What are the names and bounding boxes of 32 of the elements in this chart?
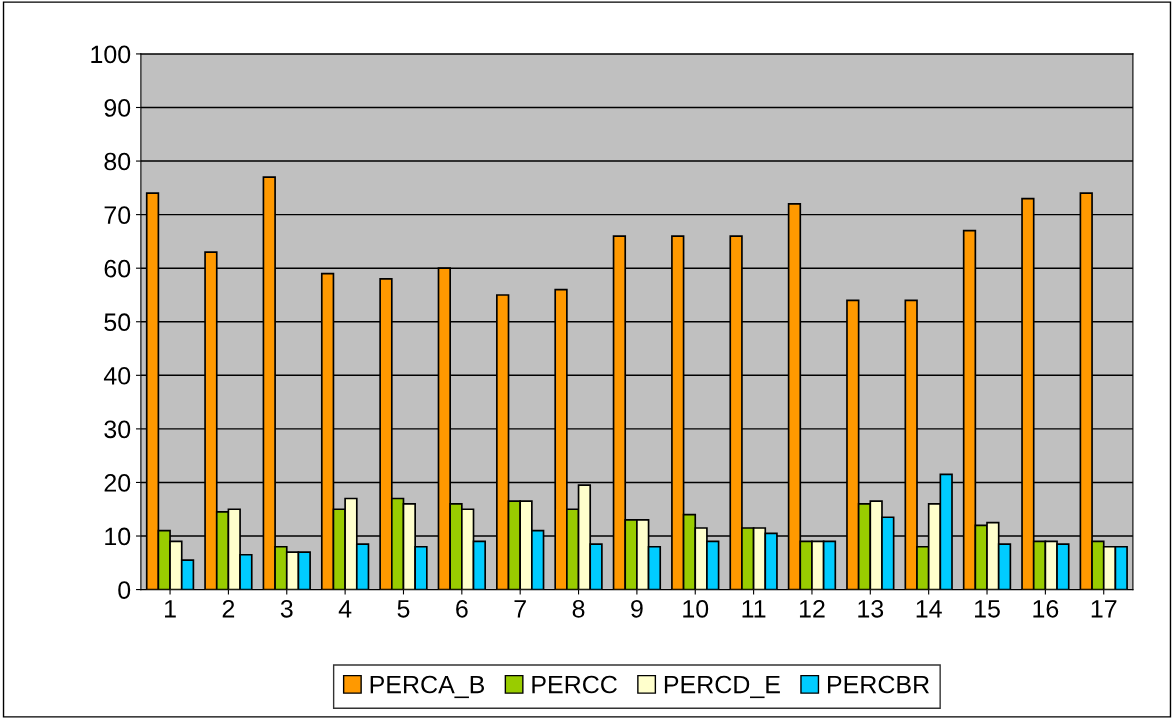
y-tick-label: 60 bbox=[104, 259, 131, 278]
y-tick-label: 10 bbox=[105, 527, 131, 546]
x-tick-label: 7 bbox=[514, 600, 526, 618]
y-tick-label: 80 bbox=[104, 152, 131, 171]
x-tick-label: 15 bbox=[975, 600, 1000, 618]
y-tick-label: 20 bbox=[104, 474, 131, 492]
y-tick-label: 50 bbox=[104, 313, 131, 332]
x-tick-label: 1 bbox=[165, 600, 176, 618]
x-tick-label: 8 bbox=[572, 599, 585, 618]
y-tick-label: 40 bbox=[103, 366, 131, 385]
y-tick-label: 0 bbox=[118, 581, 131, 599]
legend-label: PERCC bbox=[532, 675, 617, 694]
y-tick-label: 100 bbox=[91, 45, 131, 64]
x-tick-label: 17 bbox=[1091, 600, 1117, 618]
x-tick-label: 13 bbox=[858, 599, 884, 618]
legend-label: PERCBR bbox=[828, 675, 929, 694]
y-tick-label: 30 bbox=[104, 420, 131, 439]
y-tick-label: 70 bbox=[104, 206, 131, 224]
x-tick-label: 10 bbox=[683, 599, 709, 618]
x-tick-label: 12 bbox=[799, 599, 825, 618]
x-tick-label: 4 bbox=[338, 600, 352, 618]
y-tick-label: 90 bbox=[104, 99, 131, 117]
x-tick-label: 3 bbox=[280, 599, 293, 618]
legend-label: PERCD_E bbox=[664, 675, 780, 699]
x-tick-label: 9 bbox=[631, 599, 643, 618]
x-tick-label: 2 bbox=[222, 599, 235, 618]
x-tick-label: 11 bbox=[742, 600, 766, 618]
x-tick-label: 5 bbox=[397, 600, 410, 618]
x-tick-label: 6 bbox=[456, 599, 468, 618]
x-tick-label: 14 bbox=[916, 600, 942, 618]
x-tick-label: 16 bbox=[1033, 599, 1059, 618]
legend-label: PERCA_B bbox=[370, 675, 485, 699]
